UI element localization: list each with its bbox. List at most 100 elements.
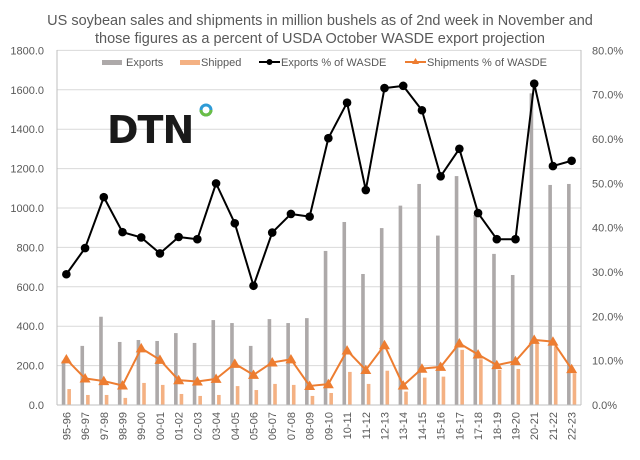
point-exports-of-wasde-05-06 bbox=[249, 281, 258, 291]
bar-exports-15-16 bbox=[436, 235, 440, 405]
x-axis-tick-label: 17-18 bbox=[473, 412, 485, 440]
right-axis-tick-label: 20.0% bbox=[592, 311, 623, 323]
point-shipments-of-wasde-14-15 bbox=[416, 363, 428, 373]
point-exports-of-wasde-11-12 bbox=[361, 185, 371, 195]
x-axis-tick-label: 96-97 bbox=[80, 412, 92, 440]
point-shipments-of-wasde-17-18 bbox=[472, 349, 484, 359]
x-axis-tick-label: 08-09 bbox=[305, 412, 317, 440]
bar-shipped-97-98 bbox=[104, 394, 109, 405]
chart-title-line-1: US soybean sales and shipments in millio… bbox=[47, 13, 593, 29]
point-shipments-of-wasde-06-07 bbox=[266, 357, 278, 367]
point-exports-of-wasde-20-21 bbox=[529, 79, 539, 88]
point-exports-of-wasde-14-15 bbox=[417, 105, 427, 115]
bar-exports-21-22 bbox=[548, 184, 552, 405]
x-axis-tick-label: 00-01 bbox=[155, 412, 167, 440]
bar-shipped-95-96 bbox=[67, 389, 71, 405]
point-exports-of-wasde-04-05 bbox=[230, 218, 240, 228]
x-axis-tick-label: 97-98 bbox=[99, 412, 111, 440]
point-exports-of-wasde-08-09 bbox=[305, 212, 314, 221]
point-shipments-of-wasde-09-10 bbox=[322, 378, 334, 389]
dtn-logo-ring-green bbox=[199, 109, 213, 117]
bar-shipped-12-13 bbox=[385, 370, 390, 405]
right-axis-tick-label: 50.0% bbox=[592, 178, 623, 190]
point-shipments-of-wasde-11-12 bbox=[360, 364, 372, 375]
point-exports-of-wasde-21-22 bbox=[548, 161, 558, 171]
bar-shipped-96-97 bbox=[86, 394, 90, 405]
bar-exports-02-03 bbox=[192, 342, 197, 405]
bar-exports-95-96 bbox=[61, 360, 66, 405]
legend: Exports Shipped Exports % of WASDE Shipm… bbox=[102, 57, 547, 69]
dtn-logo: DTN bbox=[107, 103, 213, 152]
x-axis-tick-label: 98-99 bbox=[118, 412, 130, 440]
legend-label-exports: Exports bbox=[126, 57, 164, 69]
x-axis-tick-label: 07-08 bbox=[286, 412, 298, 440]
x-axis-tick-label: 01-02 bbox=[174, 412, 186, 440]
legend-swatch-exports bbox=[102, 60, 122, 65]
bar-exports-98-99 bbox=[117, 341, 122, 405]
right-axis-ticks: 0.0% 10.0% 20.0% 30.0% 40.0% 50.0% 60.0% 70.0% 8… bbox=[592, 45, 623, 412]
point-exports-of-wasde-96-97 bbox=[80, 243, 90, 253]
point-exports-of-wasde-18-19 bbox=[492, 234, 502, 244]
bar-exports-09-10 bbox=[323, 250, 328, 405]
point-exports-of-wasde-00-01 bbox=[155, 249, 165, 258]
point-exports-of-wasde-95-96 bbox=[62, 269, 71, 279]
x-axis-tick-label: 10-11 bbox=[342, 412, 354, 439]
point-exports-of-wasde-97-98 bbox=[99, 192, 109, 202]
bar-exports-03-04 bbox=[211, 320, 216, 405]
bar-shipped-15-16 bbox=[441, 376, 446, 405]
dtn-logo-text: DTN bbox=[107, 108, 193, 152]
lines bbox=[60, 79, 578, 390]
point-exports-of-wasde-98-99 bbox=[118, 227, 127, 237]
legend-label-shipments-pct: Shipments % of WASDE bbox=[427, 57, 547, 69]
point-exports-of-wasde-03-04 bbox=[211, 179, 221, 188]
point-exports-of-wasde-07-08 bbox=[286, 209, 296, 219]
bar-exports-16-17 bbox=[454, 176, 459, 405]
x-axis-tick-label: 19-20 bbox=[511, 412, 523, 440]
point-exports-of-wasde-09-10 bbox=[324, 133, 333, 143]
x-axis-ticks: 95-96 96-97 97-98 98-99 99-00 00-01 01-02 02-03… bbox=[61, 412, 578, 440]
x-axis-tick-label: 18-19 bbox=[492, 412, 504, 440]
bar-shipped-20-21 bbox=[535, 342, 539, 405]
x-axis-tick-label: 02-03 bbox=[192, 412, 204, 440]
point-exports-of-wasde-01-02 bbox=[174, 232, 183, 242]
bar-shipped-07-08 bbox=[291, 384, 296, 405]
x-axis-tick-label: 09-10 bbox=[323, 412, 335, 440]
legend-label-shipped: Shipped bbox=[201, 57, 241, 69]
point-shipments-of-wasde-01-02 bbox=[173, 374, 185, 385]
x-axis-tick-label: 04-05 bbox=[230, 412, 242, 440]
right-axis-tick-label: 70.0% bbox=[592, 90, 623, 102]
x-axis-tick-label: 21-22 bbox=[548, 412, 560, 440]
point-exports-of-wasde-15-16 bbox=[436, 171, 445, 181]
bar-shipped-06-07 bbox=[273, 383, 277, 405]
bar-exports-00-01 bbox=[155, 340, 159, 405]
left-axis-tick-label: 1800.0 bbox=[10, 45, 44, 57]
point-exports-of-wasde-17-18 bbox=[473, 208, 483, 218]
bar-exports-11-12 bbox=[361, 273, 365, 405]
point-shipments-of-wasde-02-03 bbox=[191, 376, 203, 386]
bar-exports-01-02 bbox=[174, 333, 178, 405]
legend-swatch-shipped bbox=[180, 60, 200, 65]
bar-shipped-00-01 bbox=[160, 384, 165, 405]
bar-exports-18-19 bbox=[492, 253, 496, 405]
bar-exports-13-14 bbox=[398, 205, 403, 405]
bar-exports-12-13 bbox=[379, 228, 384, 405]
point-shipments-of-wasde-96-97 bbox=[79, 373, 91, 383]
right-axis-tick-label: 30.0% bbox=[592, 267, 623, 279]
x-axis-tick-label: 13-14 bbox=[398, 412, 410, 440]
point-exports-of-wasde-12-13 bbox=[380, 83, 389, 93]
point-shipments-of-wasde-19-20 bbox=[510, 355, 521, 366]
point-shipments-of-wasde-10-11 bbox=[341, 345, 353, 355]
bar-shipped-03-04 bbox=[217, 394, 221, 405]
point-shipments-of-wasde-13-14 bbox=[397, 380, 409, 390]
bar-exports-22-23 bbox=[567, 183, 571, 405]
point-exports-of-wasde-06-07 bbox=[267, 228, 277, 237]
x-axis-tick-label: 05-06 bbox=[249, 412, 261, 440]
point-shipments-of-wasde-04-05 bbox=[229, 358, 241, 368]
bar-shipped-01-02 bbox=[179, 393, 184, 405]
left-axis-tick-label: 600.0 bbox=[16, 282, 44, 294]
bar-shipped-18-19 bbox=[497, 369, 502, 405]
x-axis-tick-label: 03-04 bbox=[211, 412, 223, 440]
bar-shipped-02-03 bbox=[198, 395, 202, 405]
bar-shipped-22-23 bbox=[572, 373, 577, 405]
